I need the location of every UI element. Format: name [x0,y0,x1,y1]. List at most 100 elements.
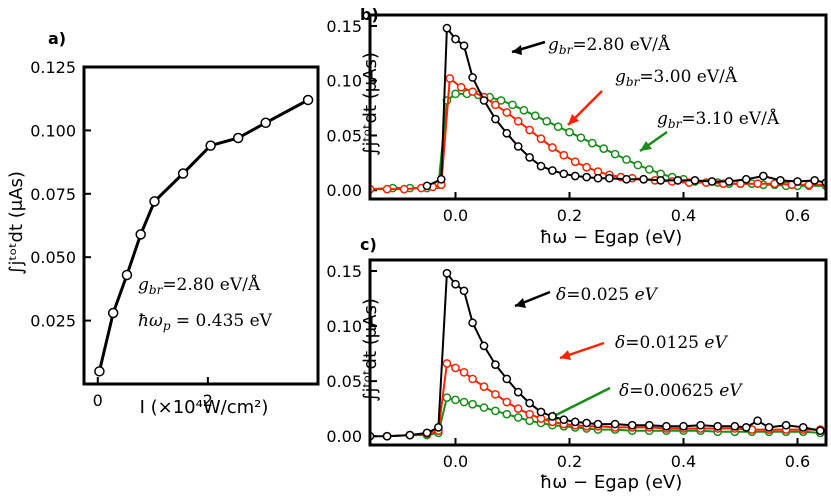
data-point-c-2-6 [451,279,460,289]
data-point-b-1-1 [382,184,392,194]
data-point-c-0-4 [442,393,452,402]
data-point-b-1-8 [468,87,477,97]
data-point-b-2-24 [724,177,734,186]
data-point-b-0-10 [496,96,506,105]
data-point-a-0-5 [177,168,189,179]
data-point-b-2-4 [459,41,469,51]
y-tick-label-c-0: 0.00 [326,427,362,446]
data-point-b-1-18 [582,162,591,172]
x-tick-label-b-2: 0.4 [671,206,696,225]
data-point-b-0-21 [622,155,631,164]
data-point-b-2-28 [793,177,802,186]
data-point-b-1-6 [445,74,455,83]
data-point-c-2-22 [644,420,654,430]
data-point-b-1-2 [399,184,409,194]
arrow-c-3 [545,386,611,422]
data-point-b-2-25 [741,174,751,184]
arrow-c-2-head [560,350,571,360]
data-point-a-0-4 [149,196,160,207]
data-point-c-0-6 [459,397,469,407]
data-point-c-0-7 [468,399,477,409]
data-point-a-0-2 [121,269,133,281]
data-point-b-2-12 [548,166,557,175]
data-point-c-2-18 [582,418,591,428]
annotation-a-gbr: gbr=2.80 eV/Å [138,274,261,297]
data-point-c-1-11 [513,404,523,414]
data-point-c-2-19 [593,419,603,429]
data-point-b-0-15 [553,122,563,132]
data-point-c-2-26 [713,421,723,431]
data-point-a-0-8 [260,117,271,129]
data-point-c-1-7 [468,374,477,384]
data-point-c-2-12 [513,387,523,397]
y-tick-label-a-2: 0.075 [30,185,76,204]
x-tick-label-c-0: 0.0 [443,452,468,471]
data-point-a-0-0 [94,366,105,377]
data-point-c-2-7 [459,286,469,296]
data-point-b-2-26 [758,171,768,181]
data-point-b-0-23 [644,165,654,174]
data-point-b-2-7 [491,114,500,124]
data-point-c-2-3 [422,428,432,438]
data-point-b-2-20 [656,176,666,185]
x-tick-label-c-1: 0.2 [557,452,582,471]
plot-c: 0.0 0.2 0.4 0.6 0.00 0.05 0.10 0.15 [326,258,828,471]
data-point-a-0-9 [302,94,314,106]
y-tick-label-b-0: 0.00 [326,181,362,200]
data-point-c-2-27 [730,421,740,431]
data-point-c-0-10 [502,409,512,419]
data-point-c-2-13 [525,398,534,408]
data-point-c-2-14 [536,407,546,417]
y-tick-label-c-1: 0.05 [326,372,362,391]
data-point-b-0-19 [599,144,609,153]
annotation-b-2: gbr=3.00 eV/Å [615,66,738,89]
data-point-b-2-21 [673,176,683,185]
data-point-b-2-9 [513,142,523,151]
annotation-c-1: δ=0.025 eV [556,285,659,305]
data-point-c-2-16 [559,415,569,425]
data-point-c-2-17 [570,417,580,427]
plot-frame-b [368,13,828,201]
data-point-b-2-19 [639,174,648,184]
data-point-c-2-31 [781,420,791,430]
data-point-b-1-10 [491,100,500,110]
panel-c: c) ∫jᵗᵒᵗdt (μAs) ħω − Egap (eV) δ=0.025 … [360,235,743,493]
series-group-c [370,268,825,441]
data-point-b-0-16 [565,127,574,137]
data-point-c-1-4 [442,359,452,368]
data-point-b-0-12 [519,105,529,115]
data-point-b-2-1 [436,174,446,184]
panel-label-c: c) [360,235,377,254]
data-point-b-1-7 [456,82,466,92]
annotation-b-1: gbr=2.80 eV/Å [548,34,671,57]
data-point-c-2-29 [753,416,762,426]
plot-b: 0.0 0.2 0.4 0.6 0.00 0.05 0.10 0.15 [326,13,828,225]
data-point-b-1-16 [559,150,569,160]
data-point-b-0-11 [508,100,517,110]
data-point-b-1-11 [502,108,512,117]
data-point-b-2-6 [479,96,489,105]
x-axis-label-c: ħω − Egap (eV) [540,472,683,493]
plot-frame-a [82,65,320,386]
data-point-c-0-11 [513,413,523,422]
data-point-b-2-29 [810,176,819,185]
data-point-b-1-14 [536,134,546,144]
data-point-b-1-12 [513,116,523,126]
panel-a: a) ∫jᵗᵒᵗdt (μAs) I (×10⁴W/cm²) gbr=2.80 … [6,29,273,418]
data-point-c-2-2 [405,430,415,440]
data-point-b-1-30 [753,179,762,189]
y-tick-label-b-1: 0.05 [326,126,362,145]
data-point-a-0-7 [232,132,244,144]
y-tick-label-a-3: 0.100 [30,121,76,140]
data-point-b-0-6 [451,89,460,99]
data-point-c-2-4 [434,423,443,432]
data-point-b-2-0 [422,181,432,191]
data-point-b-0-20 [610,149,620,159]
y-tick-label-a-4: 0.125 [30,58,76,77]
data-point-c-2-28 [741,423,751,432]
data-point-b-2-10 [525,153,534,162]
panel-label-a: a) [48,29,66,48]
plot-frame-c [368,258,828,447]
data-point-c-2-32 [798,423,808,432]
